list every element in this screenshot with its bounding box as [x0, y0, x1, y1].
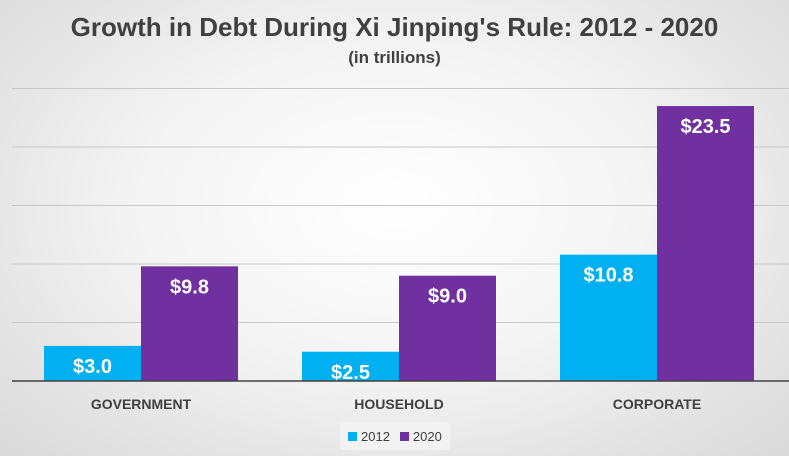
legend: 2012 2020: [340, 422, 450, 450]
category-label-corporate: CORPORATE: [613, 396, 701, 412]
legend-label-2012: 2012: [361, 428, 390, 444]
data-label-household-2020: $9.0: [428, 286, 467, 308]
data-label-government-2012: $3.0: [73, 356, 112, 378]
category-label-household: HOUSEHOLD: [354, 396, 443, 412]
category-label-government: GOVERNMENT: [91, 396, 192, 412]
data-label-government-2020: $9.8: [170, 276, 209, 298]
bar-corporate-2012: [560, 254, 657, 381]
bar-household-2020: [399, 275, 496, 381]
bar-corporate-2020: [657, 106, 754, 382]
legend-item-2012: 2012: [348, 429, 390, 444]
chart-title: Growth in Debt During Xi Jinping's Rule:…: [70, 12, 719, 42]
bar-household-2012: [302, 351, 399, 381]
bar-government-2020: [141, 266, 238, 381]
legend-label-2020: 2020: [412, 428, 442, 444]
data-label-corporate-2012: $10.8: [583, 265, 633, 287]
chart-subtitle: (in trillions): [348, 48, 441, 67]
legend-swatch-2012: [348, 431, 357, 441]
bar-government-2012: [44, 345, 141, 381]
legend-swatch-2020: [399, 431, 409, 441]
legend-item-2020: 2020: [399, 428, 442, 444]
data-label-corporate-2020: $23.5: [680, 116, 730, 138]
data-label-household-2012: $2.5: [331, 362, 370, 384]
